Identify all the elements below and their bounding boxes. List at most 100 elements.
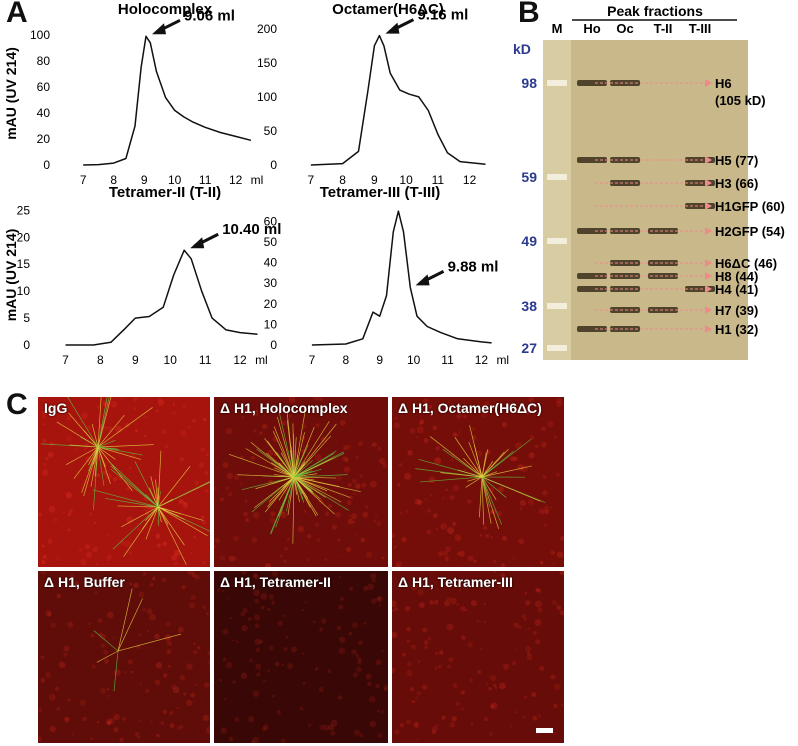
micrograph-speckle: [393, 545, 397, 549]
micrograph-speckle: [43, 423, 46, 426]
micrograph-fiber: [92, 489, 159, 508]
micrograph-speckle: [194, 683, 198, 687]
micrograph-speckle: [319, 627, 324, 632]
micrograph-speckle: [479, 579, 483, 583]
micrograph-fiber: [150, 476, 159, 508]
micrograph-speckle: [91, 664, 96, 669]
micrograph-fiber: [97, 446, 111, 484]
micrograph-speckle: [267, 500, 272, 504]
micrograph-speckle: [392, 533, 395, 538]
y-tick-label: 40: [37, 106, 51, 120]
micrograph-speckle: [490, 702, 498, 709]
micrograph-speckle: [365, 673, 372, 680]
micrograph-speckle: [252, 737, 260, 743]
x-tick-label: 7: [308, 173, 315, 187]
micrograph-speckle: [418, 420, 424, 426]
micrograph-speckle: [62, 511, 66, 514]
micrograph-speckle: [411, 700, 416, 704]
y-tick-label: 0: [270, 338, 277, 352]
micrograph-speckle: [539, 560, 544, 565]
micrograph-fiber: [293, 476, 308, 499]
micrograph-speckle: [288, 397, 296, 404]
peak-label: 10.40 ml: [222, 221, 281, 238]
kd-label: kD: [513, 41, 531, 57]
micrograph-fiber: [157, 506, 179, 517]
micrograph-speckle: [534, 600, 542, 608]
micrograph-speckle: [139, 719, 142, 722]
micrograph-speckle: [41, 469, 49, 477]
micrograph-fiber: [293, 460, 313, 478]
micrograph-speckle: [219, 678, 223, 682]
y-tick-label: 20: [264, 297, 278, 311]
micrograph-speckle: [363, 621, 367, 625]
micrograph-speckle: [277, 620, 284, 627]
micrograph-speckle: [409, 427, 416, 434]
micrograph-speckle: [290, 646, 298, 653]
micrograph-speckle: [376, 521, 382, 526]
micrograph-speckle: [370, 573, 377, 580]
micrograph-speckle: [280, 738, 286, 743]
micrograph-fiber: [97, 397, 102, 448]
micrograph-speckle: [216, 588, 221, 592]
micrograph-speckle: [435, 724, 438, 727]
micrograph-speckle: [155, 409, 159, 413]
micrograph-speckle: [536, 588, 542, 593]
micrograph-speckle: [312, 397, 320, 401]
micrograph-speckle: [103, 425, 109, 431]
micrograph-label: Δ H1, Buffer: [44, 574, 125, 590]
micrograph-speckle: [524, 600, 531, 606]
band-arrowhead: [705, 227, 712, 235]
micrograph-speckle: [416, 738, 419, 741]
micrograph-speckle: [113, 669, 121, 677]
micrograph-speckle: [442, 550, 448, 557]
micrograph-fiber: [481, 451, 514, 478]
gel-band-label: H6ΔC (46): [715, 256, 777, 271]
micrograph-speckle: [449, 495, 455, 501]
micrograph-speckle: [397, 483, 401, 487]
micrograph-speckle: [319, 724, 325, 730]
micrograph-speckle: [327, 503, 333, 509]
gel-marker-label: 27: [521, 340, 537, 356]
micrograph-speckle: [206, 453, 209, 456]
peak-arrowhead: [385, 22, 400, 34]
micrograph-speckle: [363, 585, 369, 592]
micrograph-speckle: [223, 697, 227, 701]
micrograph-speckle: [544, 523, 548, 527]
micrograph-speckle: [267, 607, 271, 612]
micrograph-speckle: [454, 534, 462, 541]
micrograph-speckle: [282, 559, 287, 564]
micrograph-fiber: [142, 506, 159, 530]
micrograph-speckle: [82, 716, 88, 722]
gel-band-labels: H6 (105 kD) H5 (77) H3 (66) H1GFP (60) H2GFP …: [595, 76, 785, 337]
micrograph-speckle: [155, 662, 163, 669]
micrograph-speckle: [444, 545, 452, 553]
y-tick-label: 80: [37, 54, 51, 68]
micrograph-speckle: [421, 684, 428, 690]
micrograph-speckle: [542, 474, 547, 479]
micrograph-speckle: [79, 699, 86, 706]
micrograph-speckle: [254, 638, 261, 645]
gel-band: [577, 80, 607, 86]
micrograph-speckle: [488, 731, 493, 736]
gel-band: [577, 273, 607, 279]
chromatogram-trace: [311, 210, 492, 346]
micrograph-fiber: [481, 461, 494, 478]
micrograph-speckle: [470, 722, 474, 725]
micrograph-speckle: [438, 665, 442, 669]
micrograph-speckle: [511, 661, 517, 666]
micrograph-fiber: [278, 476, 295, 501]
micrograph-speckle: [324, 511, 330, 516]
micrograph-speckle: [318, 686, 324, 692]
micrograph-speckle: [340, 597, 344, 601]
micrograph-speckle: [112, 476, 118, 482]
micrograph-speckle: [553, 703, 558, 708]
micrograph-speckle: [423, 398, 429, 404]
micrograph-fiber: [463, 458, 483, 478]
micrograph-fiber: [266, 452, 295, 478]
micrograph-speckle: [427, 637, 431, 641]
micrograph-speckle: [80, 558, 87, 566]
micrograph-fiber: [270, 476, 295, 535]
micrograph-speckle: [143, 434, 147, 438]
micrograph-speckle: [100, 633, 107, 640]
micrograph-speckle: [556, 400, 563, 407]
